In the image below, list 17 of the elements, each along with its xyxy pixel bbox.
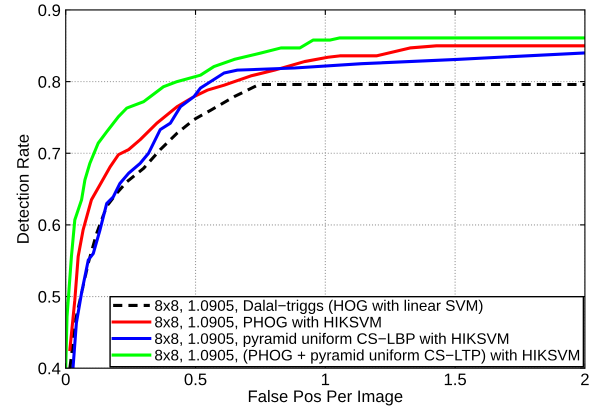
x-tick-label: 0 (62, 373, 70, 386)
x-tick-label: 1.5 (444, 374, 466, 386)
x-axis-title: False Pos Per Image (248, 390, 402, 406)
y-tick-label: 0.6 (38, 219, 60, 232)
legend-label: 8x8, 1.0905, Dalal−triggs (HOG with linear SVM) (155, 300, 482, 314)
y-tick-label: 0.4 (38, 362, 60, 374)
legend-label: 8x8, 1.0905, PHOG with HIKSVM (155, 316, 381, 330)
y-axis-title: Detection Rate (16, 134, 29, 243)
legend-label: 8x8, 1.0905, (PHOG + pyramid uniform CS−LTP) with HIKSVM (155, 349, 580, 364)
x-tick-label: 2 (581, 373, 589, 386)
y-tick-label: 0.8 (38, 76, 60, 88)
y-tick-label: 0.5 (38, 290, 60, 303)
y-tick-label: 0.7 (38, 148, 60, 160)
x-tick-label: 0.5 (184, 373, 206, 386)
x-tick-label: 1 (322, 374, 330, 386)
legend-label: 8x8, 1.0905, pyramid uniform CS−LBP with HIKSVM (155, 332, 508, 348)
y-tick-label: 0.9 (38, 4, 60, 16)
